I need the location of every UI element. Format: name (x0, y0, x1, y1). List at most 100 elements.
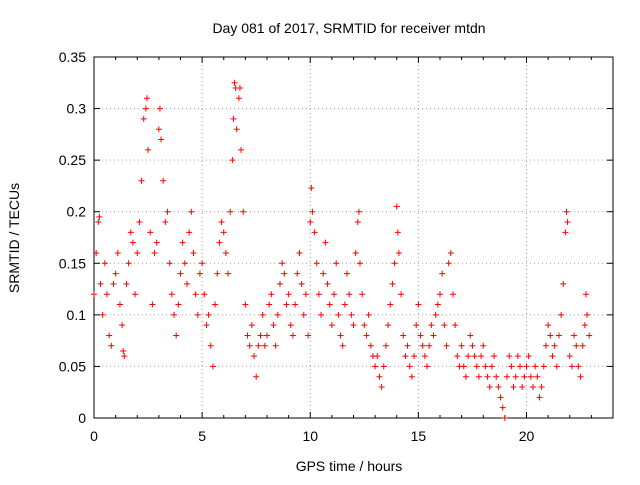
x-tick-label: 0 (90, 428, 98, 444)
data-point (447, 249, 454, 256)
data-point (305, 332, 312, 339)
data-point (281, 270, 288, 277)
data-point (376, 373, 383, 380)
data-point (272, 342, 279, 349)
data-point (581, 322, 588, 329)
data-point (527, 373, 534, 380)
data-point (233, 126, 240, 133)
data-point (318, 311, 325, 318)
data-point (283, 301, 290, 308)
data-point (540, 363, 547, 370)
data-point (287, 322, 294, 329)
data-point (510, 384, 517, 391)
data-point (536, 394, 543, 401)
x-tick-label: 5 (198, 428, 206, 444)
data-point (367, 342, 374, 349)
data-point (579, 342, 586, 349)
data-point (201, 291, 208, 298)
data-point (568, 363, 575, 370)
data-point (91, 291, 97, 298)
data-point (171, 311, 178, 318)
data-point (482, 363, 489, 370)
data-point (276, 280, 283, 287)
data-point (372, 363, 379, 370)
data-point (244, 332, 251, 339)
data-point (96, 213, 103, 220)
data-point (445, 260, 452, 267)
data-point (400, 332, 407, 339)
data-point (452, 322, 459, 329)
data-point (413, 322, 420, 329)
data-point (424, 363, 431, 370)
data-point (123, 280, 130, 287)
data-point (398, 291, 405, 298)
data-point (183, 280, 190, 287)
data-point (132, 291, 139, 298)
data-point (166, 260, 173, 267)
y-tick-label: 0 (78, 410, 86, 426)
data-point (196, 270, 203, 277)
y-tick-label: 0.05 (59, 358, 86, 374)
data-point (190, 249, 197, 256)
data-point (380, 363, 387, 370)
data-point (545, 322, 552, 329)
data-point (156, 105, 163, 112)
data-point (149, 301, 156, 308)
data-point (225, 270, 232, 277)
data-point (385, 322, 392, 329)
data-point (261, 342, 268, 349)
data-point (151, 249, 158, 256)
data-point (428, 322, 435, 329)
data-point (333, 260, 340, 267)
data-point (352, 249, 359, 256)
data-point (216, 239, 223, 246)
data-point (460, 363, 467, 370)
data-point (164, 208, 171, 215)
data-point (108, 342, 115, 349)
data-point (309, 208, 316, 215)
data-point (469, 342, 476, 349)
data-point (547, 332, 554, 339)
data-point (335, 311, 342, 318)
data-point (121, 353, 128, 360)
data-point (471, 353, 478, 360)
data-point (356, 260, 363, 267)
data-point (504, 373, 511, 380)
data-point (458, 342, 465, 349)
data-point (411, 353, 418, 360)
data-point (112, 270, 119, 277)
data-point (300, 311, 307, 318)
data-point (259, 311, 266, 318)
tick-layer: 0 5 10 15 20 0 0.05 0.1 0.15 0.2 0.25 0.3 0.35 (59, 49, 613, 444)
data-point (203, 322, 210, 329)
data-point (542, 342, 549, 349)
data-point (289, 332, 296, 339)
data-point (160, 177, 167, 184)
data-point (563, 208, 570, 215)
data-point (253, 373, 260, 380)
data-point (454, 353, 461, 360)
data-point (571, 332, 578, 339)
data-point (114, 249, 121, 256)
data-point (480, 342, 487, 349)
data-point (575, 363, 582, 370)
data-point (326, 301, 333, 308)
data-point (138, 177, 145, 184)
data-point (449, 291, 456, 298)
data-point (199, 260, 206, 267)
data-point (235, 95, 242, 102)
data-point (478, 353, 485, 360)
data-point (116, 301, 123, 308)
data-point (162, 219, 169, 226)
data-point (158, 136, 165, 143)
data-point (341, 301, 348, 308)
data-point (194, 311, 201, 318)
data-point (549, 353, 556, 360)
data-point (558, 311, 565, 318)
data-point (140, 115, 147, 122)
data-point (298, 280, 305, 287)
data-point (188, 208, 195, 215)
data-point (294, 270, 301, 277)
data-point (361, 322, 368, 329)
data-point (177, 270, 184, 277)
